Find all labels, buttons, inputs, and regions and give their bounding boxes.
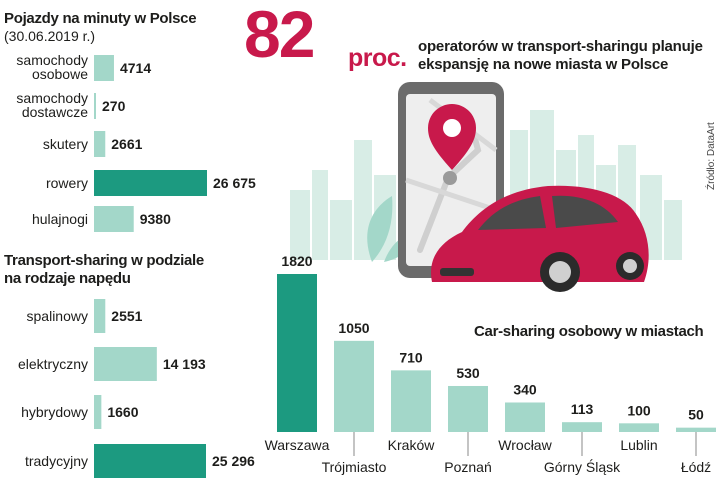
value-label: 14 193: [163, 356, 206, 372]
category-label: Lublin: [620, 437, 657, 453]
chart1-subtitle: (30.06.2019 r.): [4, 28, 96, 44]
value-label: 340: [513, 381, 537, 397]
chart2-title-line2: na rodzaje napędu: [4, 270, 131, 287]
category-label: elektryczny: [18, 356, 88, 372]
bar-3: [448, 385, 488, 432]
value-label: 25 296: [212, 453, 255, 469]
value-label: 9380: [140, 211, 171, 227]
value-label: 1820: [281, 253, 312, 269]
bar-1: [334, 340, 374, 432]
bar-4: [94, 206, 134, 232]
value-label: 1660: [107, 404, 138, 420]
chart1-title: Pojazdy na minuty w Polsce: [4, 10, 197, 27]
category-label: spalinowy: [27, 308, 88, 324]
category-label: tradycyjny: [25, 453, 88, 469]
headline-number: 82: [244, 0, 315, 71]
category-label: Górny Śląsk: [544, 458, 621, 475]
category-label: samochody: [16, 52, 88, 68]
category-label: Poznań: [444, 459, 491, 475]
category-label: Trójmiasto: [322, 459, 387, 475]
bar-7: [676, 427, 716, 432]
value-label: 530: [456, 365, 480, 381]
category-label: skutery: [43, 136, 88, 152]
headline-text-line2: ekspansję na nowe miasta w Polsce: [418, 56, 669, 73]
bar-2: [391, 370, 431, 432]
category-label: hulajnogi: [32, 211, 88, 227]
bar-2: [94, 395, 102, 429]
category-label: osobowe: [32, 66, 88, 82]
car-icon: [431, 185, 649, 292]
value-label: 2661: [111, 136, 142, 152]
category-label: Wrocław: [498, 437, 552, 453]
bar-2: [94, 131, 106, 157]
value-label: 1050: [338, 320, 369, 336]
bar-0: [277, 274, 317, 432]
category-label: rowery: [46, 175, 88, 191]
value-label: 710: [399, 349, 423, 365]
value-label: 50: [688, 407, 704, 423]
chart3-title: Car-sharing osobowy w miastach: [474, 323, 704, 340]
category-label: Łódź: [681, 459, 711, 475]
bar-0: [94, 55, 114, 81]
category-label: dostawcze: [22, 104, 88, 120]
value-label: 113: [571, 401, 594, 417]
value-label: 270: [102, 98, 126, 114]
category-label: samochody: [16, 90, 88, 106]
bar-1: [94, 347, 157, 381]
headline-text-line1: operatorów w transport-sharingu planuje: [418, 38, 703, 55]
bar-3: [94, 444, 206, 478]
bar-6: [619, 423, 659, 432]
chart2-title-line1: Transport-sharing w podziale: [4, 252, 204, 269]
map-pin-icon: [428, 104, 476, 170]
bar-0: [94, 299, 106, 333]
bar-3: [94, 170, 207, 196]
bar-4: [505, 402, 545, 432]
value-label: 2551: [111, 308, 142, 324]
bar-1: [94, 93, 96, 119]
category-label: Kraków: [388, 437, 436, 453]
value-label: 26 675: [213, 175, 256, 191]
value-label: 100: [627, 402, 651, 418]
bar-5: [562, 422, 602, 432]
value-label: 4714: [120, 60, 151, 76]
category-label: Warszawa: [265, 437, 330, 453]
category-label: hybrydowy: [21, 404, 88, 420]
headline-unit: proc.: [348, 44, 407, 72]
